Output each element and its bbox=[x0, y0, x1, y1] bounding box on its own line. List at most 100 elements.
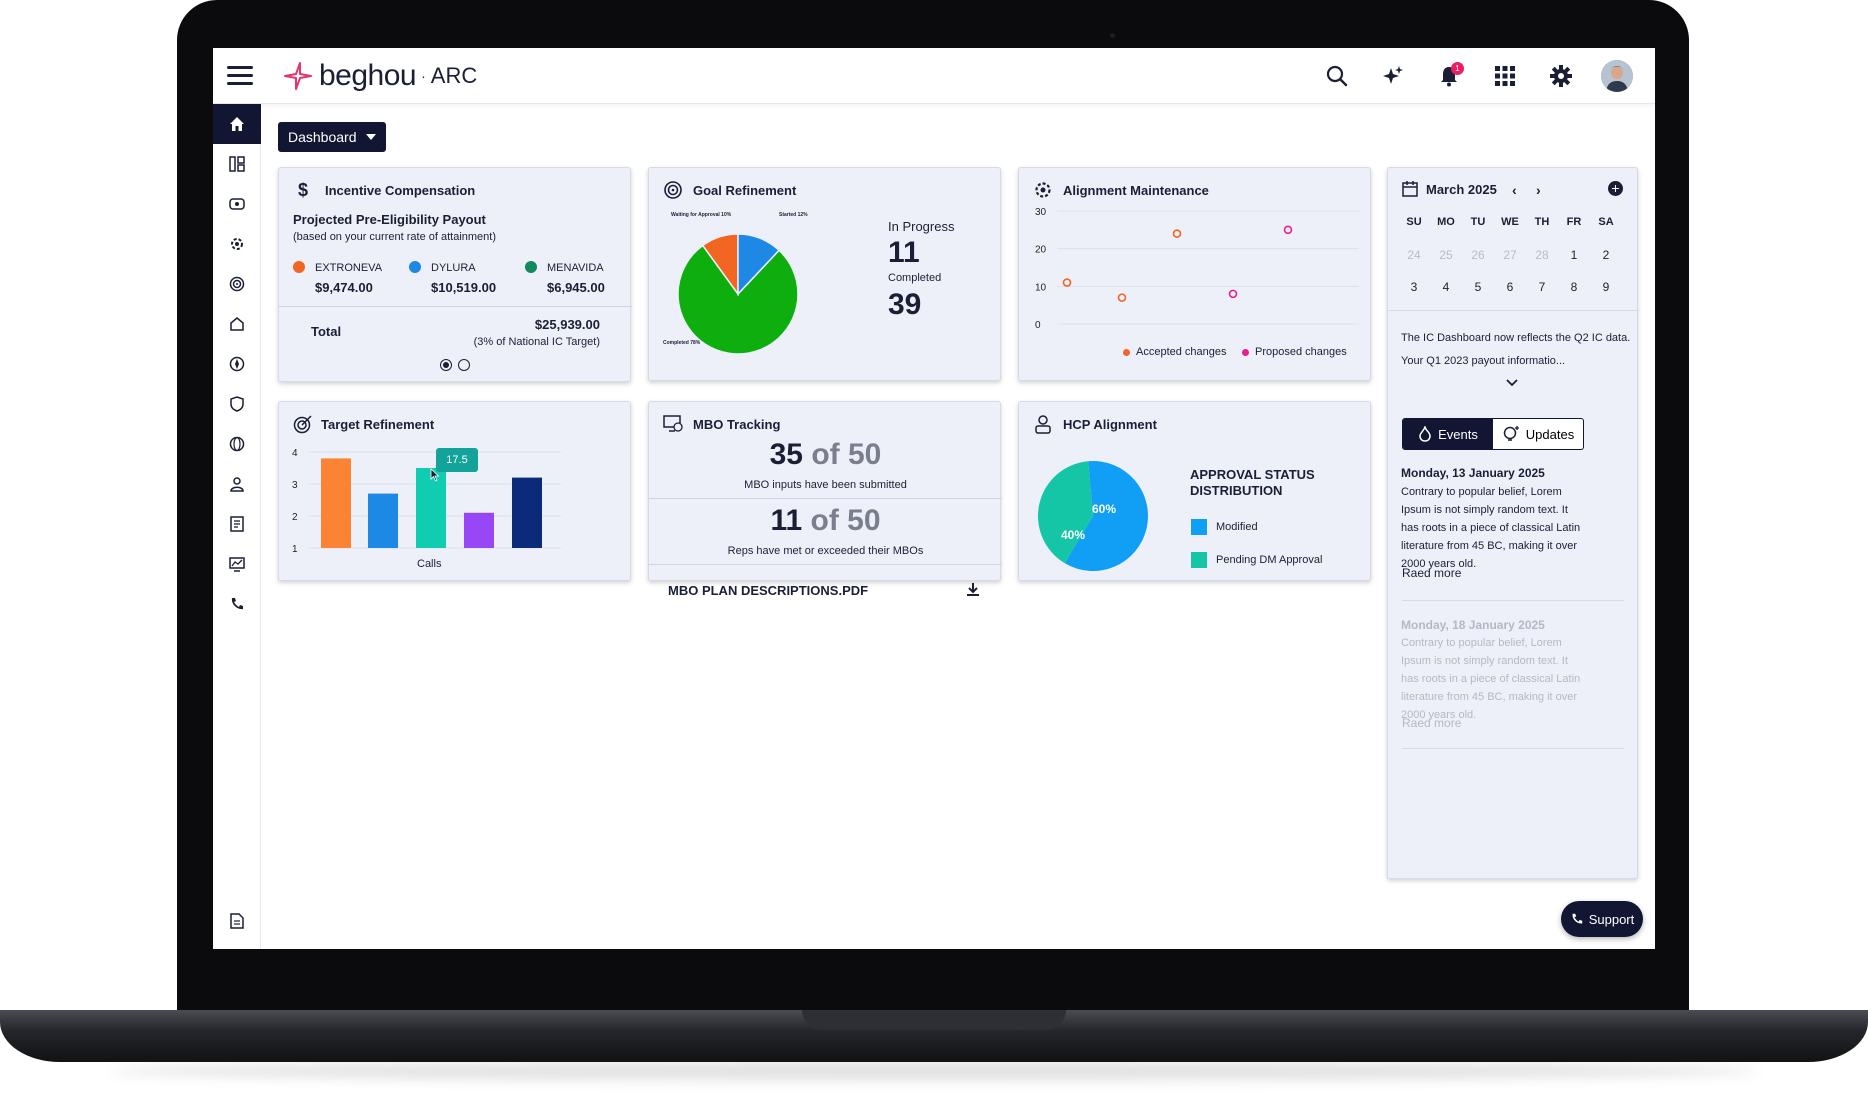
alignment-line-chart: 30 20 10 0 bbox=[1035, 208, 1359, 331]
sidebar-item-analytics[interactable] bbox=[213, 544, 261, 584]
calendar-day[interactable]: 8 bbox=[1570, 280, 1578, 294]
product-name: EXTRONEVA bbox=[315, 262, 383, 274]
y-tick-label: 1 bbox=[292, 544, 298, 555]
camera-dot bbox=[1110, 33, 1115, 38]
weekday-label: WE bbox=[1501, 216, 1519, 228]
bar bbox=[368, 493, 398, 548]
calendar-day[interactable]: 28 bbox=[1535, 248, 1549, 262]
calendar-day[interactable]: 27 bbox=[1503, 248, 1517, 262]
bar bbox=[416, 468, 446, 548]
event-body: Contrary to popular belief, Lorem Ipsum … bbox=[1401, 486, 1581, 570]
mbo-file-link[interactable]: MBO PLAN DESCRIPTIONS.PDF bbox=[668, 583, 869, 598]
divider bbox=[1402, 600, 1624, 601]
calendar-day[interactable]: 7 bbox=[1538, 280, 1546, 294]
expand-chevron-icon[interactable] bbox=[1506, 374, 1518, 392]
calendar-day[interactable]: 1 bbox=[1570, 248, 1578, 262]
completed-value: 39 bbox=[888, 288, 922, 321]
menu-icon[interactable] bbox=[227, 66, 253, 86]
divider bbox=[649, 498, 1002, 499]
prev-month-icon[interactable]: ‹ bbox=[1512, 182, 1517, 198]
calendar-day[interactable]: 5 bbox=[1474, 280, 1482, 294]
lightbulb-icon bbox=[1503, 426, 1519, 441]
mbo-title: MBO Tracking bbox=[693, 417, 781, 432]
app-logo[interactable]: beghou · ARC bbox=[283, 58, 477, 94]
sidebar bbox=[213, 104, 261, 949]
target-bar-chart: 4 3 2 1 bbox=[292, 448, 561, 555]
hcp-pie-chart: 60% 40% bbox=[1038, 461, 1148, 571]
read-more-link[interactable]: Raed more bbox=[1402, 566, 1462, 580]
top-bar: beghou · ARC 1 bbox=[213, 48, 1655, 104]
pie-slice-modified bbox=[1064, 461, 1148, 571]
gear-icon[interactable] bbox=[1533, 48, 1589, 104]
add-event-icon[interactable]: + bbox=[1608, 181, 1623, 196]
goal-title: Goal Refinement bbox=[693, 183, 797, 198]
read-more-link[interactable]: Raed more bbox=[1402, 716, 1462, 730]
notice-line-1: The IC Dashboard now reflects the Q2 IC … bbox=[1401, 332, 1631, 344]
sidebar-item-territory[interactable] bbox=[213, 344, 261, 384]
sidebar-item-alignment[interactable] bbox=[213, 224, 261, 264]
event-date: Monday, 13 January 2025 bbox=[1401, 466, 1545, 480]
notification-badge: 1 bbox=[1451, 62, 1464, 75]
dollar-icon: $ bbox=[297, 179, 308, 200]
user-avatar[interactable] bbox=[1589, 48, 1645, 104]
sidebar-item-calls[interactable] bbox=[213, 584, 261, 624]
monitor-chart-icon bbox=[229, 557, 245, 572]
calendar-day[interactable]: 26 bbox=[1471, 248, 1485, 262]
settings-cog-icon bbox=[231, 238, 243, 250]
y-tick-label: 30 bbox=[1035, 208, 1047, 218]
search-icon[interactable] bbox=[1309, 48, 1365, 104]
incentive-title: Incentive Compensation bbox=[325, 183, 476, 198]
calendar-day[interactable]: 24 bbox=[1407, 248, 1421, 262]
tab-events[interactable]: Events bbox=[1403, 419, 1493, 449]
calendar-day[interactable]: 9 bbox=[1602, 280, 1610, 294]
spark-logo-icon bbox=[284, 62, 312, 90]
divider bbox=[1402, 748, 1624, 749]
bar bbox=[512, 477, 542, 548]
sidebar-item-hcp[interactable] bbox=[213, 464, 261, 504]
calendar-panel: March 2025 ‹ › + SU MO TU WE TH FR SA 24… bbox=[1387, 167, 1639, 879]
calendar-day[interactable]: 4 bbox=[1442, 280, 1450, 294]
tab-events-label: Events bbox=[1438, 426, 1478, 442]
pie-slice-started bbox=[737, 233, 781, 296]
calendar-day[interactable]: 2 bbox=[1602, 248, 1610, 262]
calendar-day[interactable]: 25 bbox=[1439, 248, 1453, 262]
sidebar-item-security[interactable] bbox=[213, 384, 261, 424]
product-value: $10,519.00 bbox=[431, 280, 497, 295]
legend-proposed-dot bbox=[1242, 349, 1249, 356]
money-icon bbox=[229, 198, 245, 210]
sidebar-item-dashboards[interactable] bbox=[213, 144, 261, 184]
pie-label-started: Started 12% bbox=[779, 212, 808, 218]
carousel-dot[interactable] bbox=[458, 359, 470, 371]
mbo-reps-text: Reps have met or exceeded their MBOs bbox=[727, 545, 924, 557]
sidebar-item-home[interactable] bbox=[213, 104, 261, 144]
hcp-person-icon bbox=[1032, 413, 1054, 435]
sidebar-item-goals[interactable] bbox=[213, 264, 261, 304]
sidebar-item-incentive[interactable] bbox=[213, 184, 261, 224]
bell-icon[interactable]: 1 bbox=[1421, 48, 1477, 104]
legend-title-line-1: APPROVAL STATUS bbox=[1190, 467, 1315, 482]
ai-sparkle-icon[interactable] bbox=[1365, 48, 1421, 104]
alignment-card: Alignment Maintenance 30 20 10 0 Accepted c… bbox=[1018, 167, 1371, 381]
goal-card: Goal Refinement Waiting for Approval 10%… bbox=[648, 167, 1001, 381]
apps-grid-icon[interactable] bbox=[1477, 48, 1533, 104]
calendar-day[interactable]: 3 bbox=[1410, 280, 1418, 294]
target-icon bbox=[662, 179, 684, 201]
total-value: $25,939.00 bbox=[534, 317, 600, 332]
dashboard-dropdown[interactable]: Dashboard bbox=[278, 122, 386, 152]
tab-updates[interactable]: Updates bbox=[1493, 419, 1583, 449]
next-month-icon[interactable]: › bbox=[1536, 182, 1541, 198]
download-icon[interactable] bbox=[966, 582, 980, 601]
floor-shadow bbox=[110, 1062, 1758, 1080]
pie-slice-pending bbox=[1038, 461, 1093, 564]
sidebar-item-docs[interactable] bbox=[213, 901, 261, 941]
sidebar-item-accounts[interactable] bbox=[213, 304, 261, 344]
calendar-icon bbox=[1402, 181, 1418, 202]
y-tick-label: 3 bbox=[292, 480, 298, 491]
carousel-dot-active[interactable] bbox=[440, 359, 452, 371]
sidebar-item-reports[interactable] bbox=[213, 504, 261, 544]
calendar-day[interactable]: 6 bbox=[1506, 280, 1514, 294]
sidebar-item-global[interactable] bbox=[213, 424, 261, 464]
support-button[interactable]: Support bbox=[1561, 901, 1643, 937]
app-screen: beghou · ARC 1 bbox=[213, 48, 1655, 949]
legend-accepted-label: Accepted changes bbox=[1136, 346, 1227, 358]
